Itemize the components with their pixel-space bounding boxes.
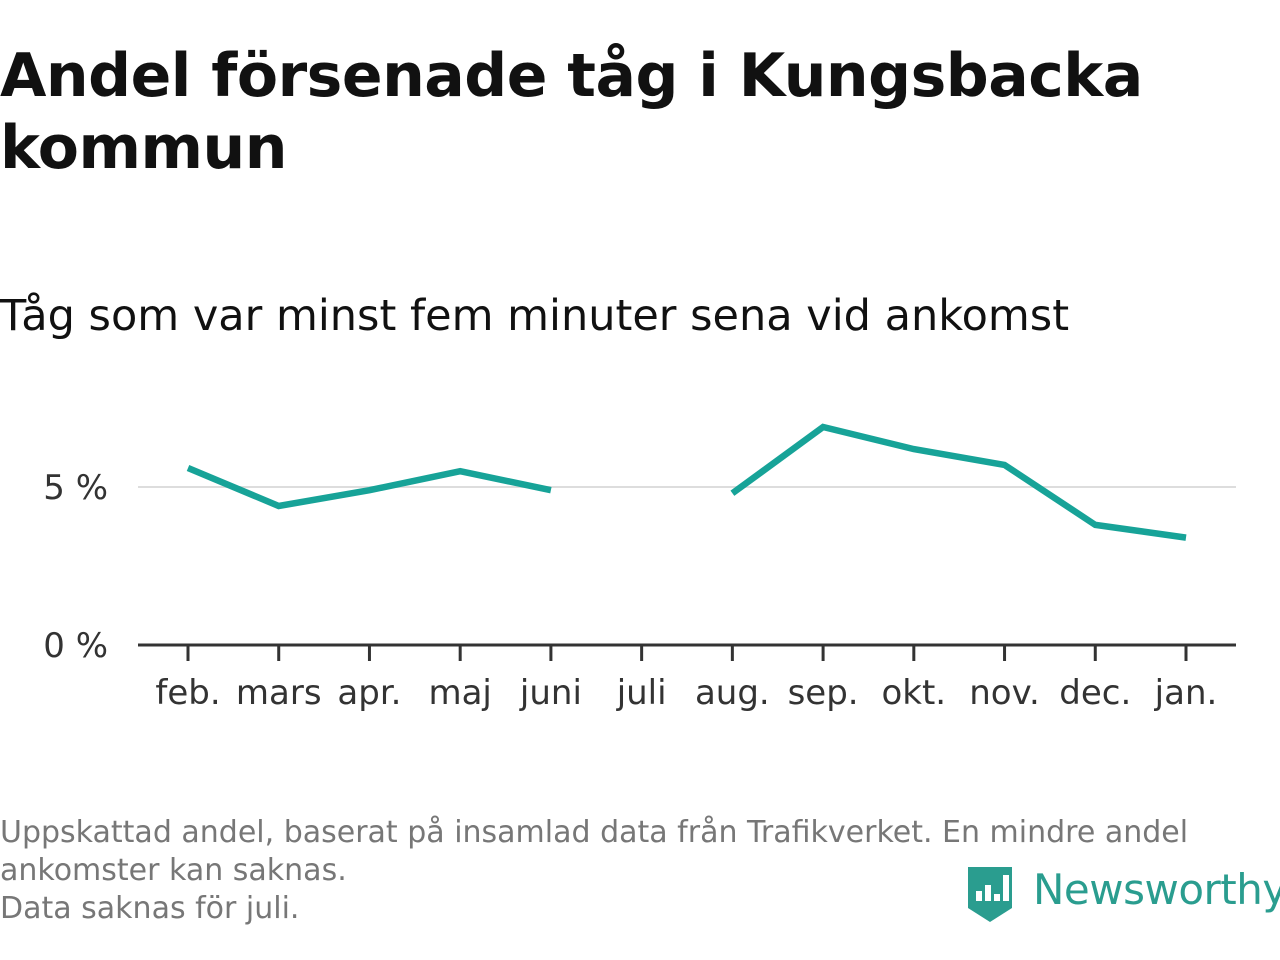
footnote: Uppskattad andel, baserat på insamlad da…: [0, 814, 1270, 928]
footnote-source: Uppskattad andel, baserat på insamlad da…: [0, 815, 1189, 888]
brand-logo: Newsworthy: [965, 864, 1280, 928]
x-tick-label-10: dec.: [1059, 673, 1131, 713]
newsworthy-logo-icon: [968, 867, 1012, 922]
footnote-missing-data: Data saknas för juli.: [0, 891, 300, 926]
series-line-segment-0: [186, 465, 552, 510]
x-tick-label-5: juli: [616, 673, 667, 713]
x-axis-labels: feb. mars apr. maj juni juli aug. sep. okt. nov. d…: [155, 673, 1217, 713]
series-lines: [186, 423, 1187, 541]
x-tick-label-11: jan.: [1154, 673, 1218, 713]
chart-title: Andel försenade tåg i Kungsbacka kommun: [0, 41, 1143, 183]
x-tick-label-2: apr.: [337, 673, 401, 713]
x-tick-label-7: sep.: [788, 673, 859, 713]
chart-subtitle: Tåg som var minst fem minuter sena vid a…: [0, 291, 1070, 341]
x-tick-label-6: aug.: [695, 673, 770, 713]
y-axis-labels: 0 % 5 %: [43, 468, 108, 666]
x-tick-label-8: okt.: [881, 673, 946, 713]
line-chart: 0 % 5 % feb. mars apr. maj juni juli aug. sep. ok…: [43, 423, 1236, 713]
x-tick-label-4: juni: [519, 673, 582, 713]
y-tick-label-5: 5 %: [43, 468, 108, 508]
x-tick-label-3: maj: [428, 673, 491, 713]
x-axis: [138, 643, 1236, 661]
brand-name: Newsworthy: [1033, 865, 1280, 914]
y-tick-label-0: 0 %: [43, 626, 108, 666]
x-tick-label-0: feb.: [155, 673, 220, 713]
x-tick-label-1: mars: [236, 673, 322, 713]
x-tick-label-9: nov.: [969, 673, 1040, 713]
series-line-segment-1: [730, 423, 1187, 541]
